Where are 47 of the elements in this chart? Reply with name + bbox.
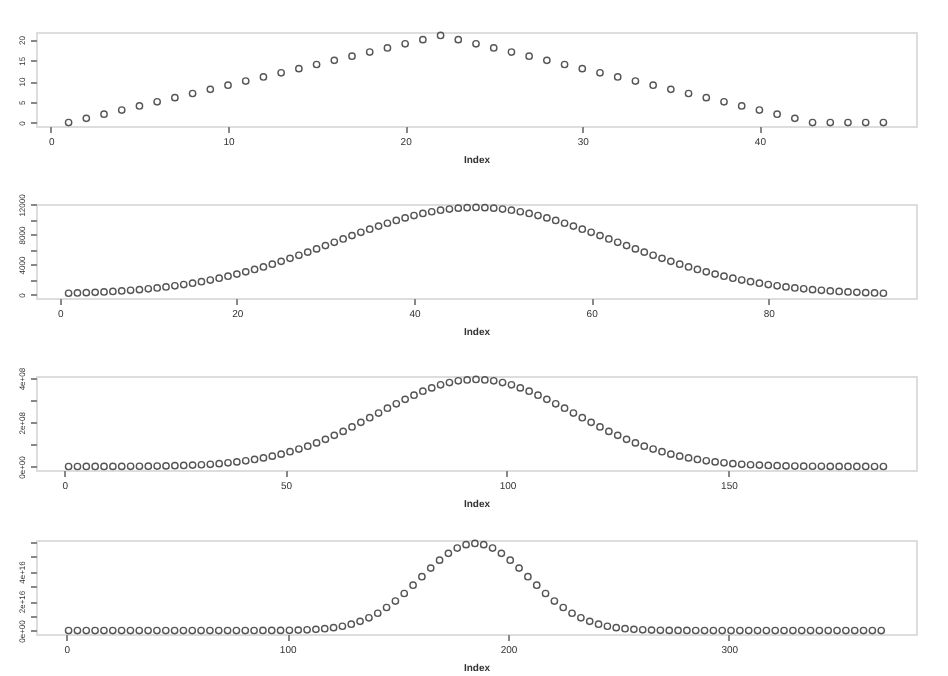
point [206,85,215,94]
point [613,73,622,81]
point [135,102,144,110]
point [631,77,640,85]
point [401,39,410,48]
point [702,93,711,102]
point [365,48,374,56]
point [259,73,268,81]
point [171,93,179,102]
point [153,97,162,106]
point [489,44,498,52]
point [383,44,392,52]
point [879,118,888,127]
point [312,60,321,69]
point [64,118,73,127]
point [454,35,463,44]
point [649,81,657,90]
point [277,68,286,77]
point [737,102,746,110]
point [542,56,551,65]
point [419,35,427,44]
point [773,110,781,119]
point [224,81,232,90]
point [560,60,569,69]
point [861,118,870,127]
point [188,89,197,98]
point [507,48,516,56]
point [826,118,835,127]
point [436,31,445,40]
point [525,52,533,61]
point [844,118,852,127]
point [117,106,126,114]
point [330,56,339,65]
point [241,77,250,85]
point [666,85,675,94]
point [295,64,303,73]
point [720,97,728,106]
point [100,110,108,119]
point [790,114,799,123]
point [578,64,587,73]
point [684,89,693,98]
point [755,106,764,114]
point [808,118,817,127]
point [348,52,356,61]
point [82,114,91,123]
point [596,68,604,77]
point [472,39,480,48]
